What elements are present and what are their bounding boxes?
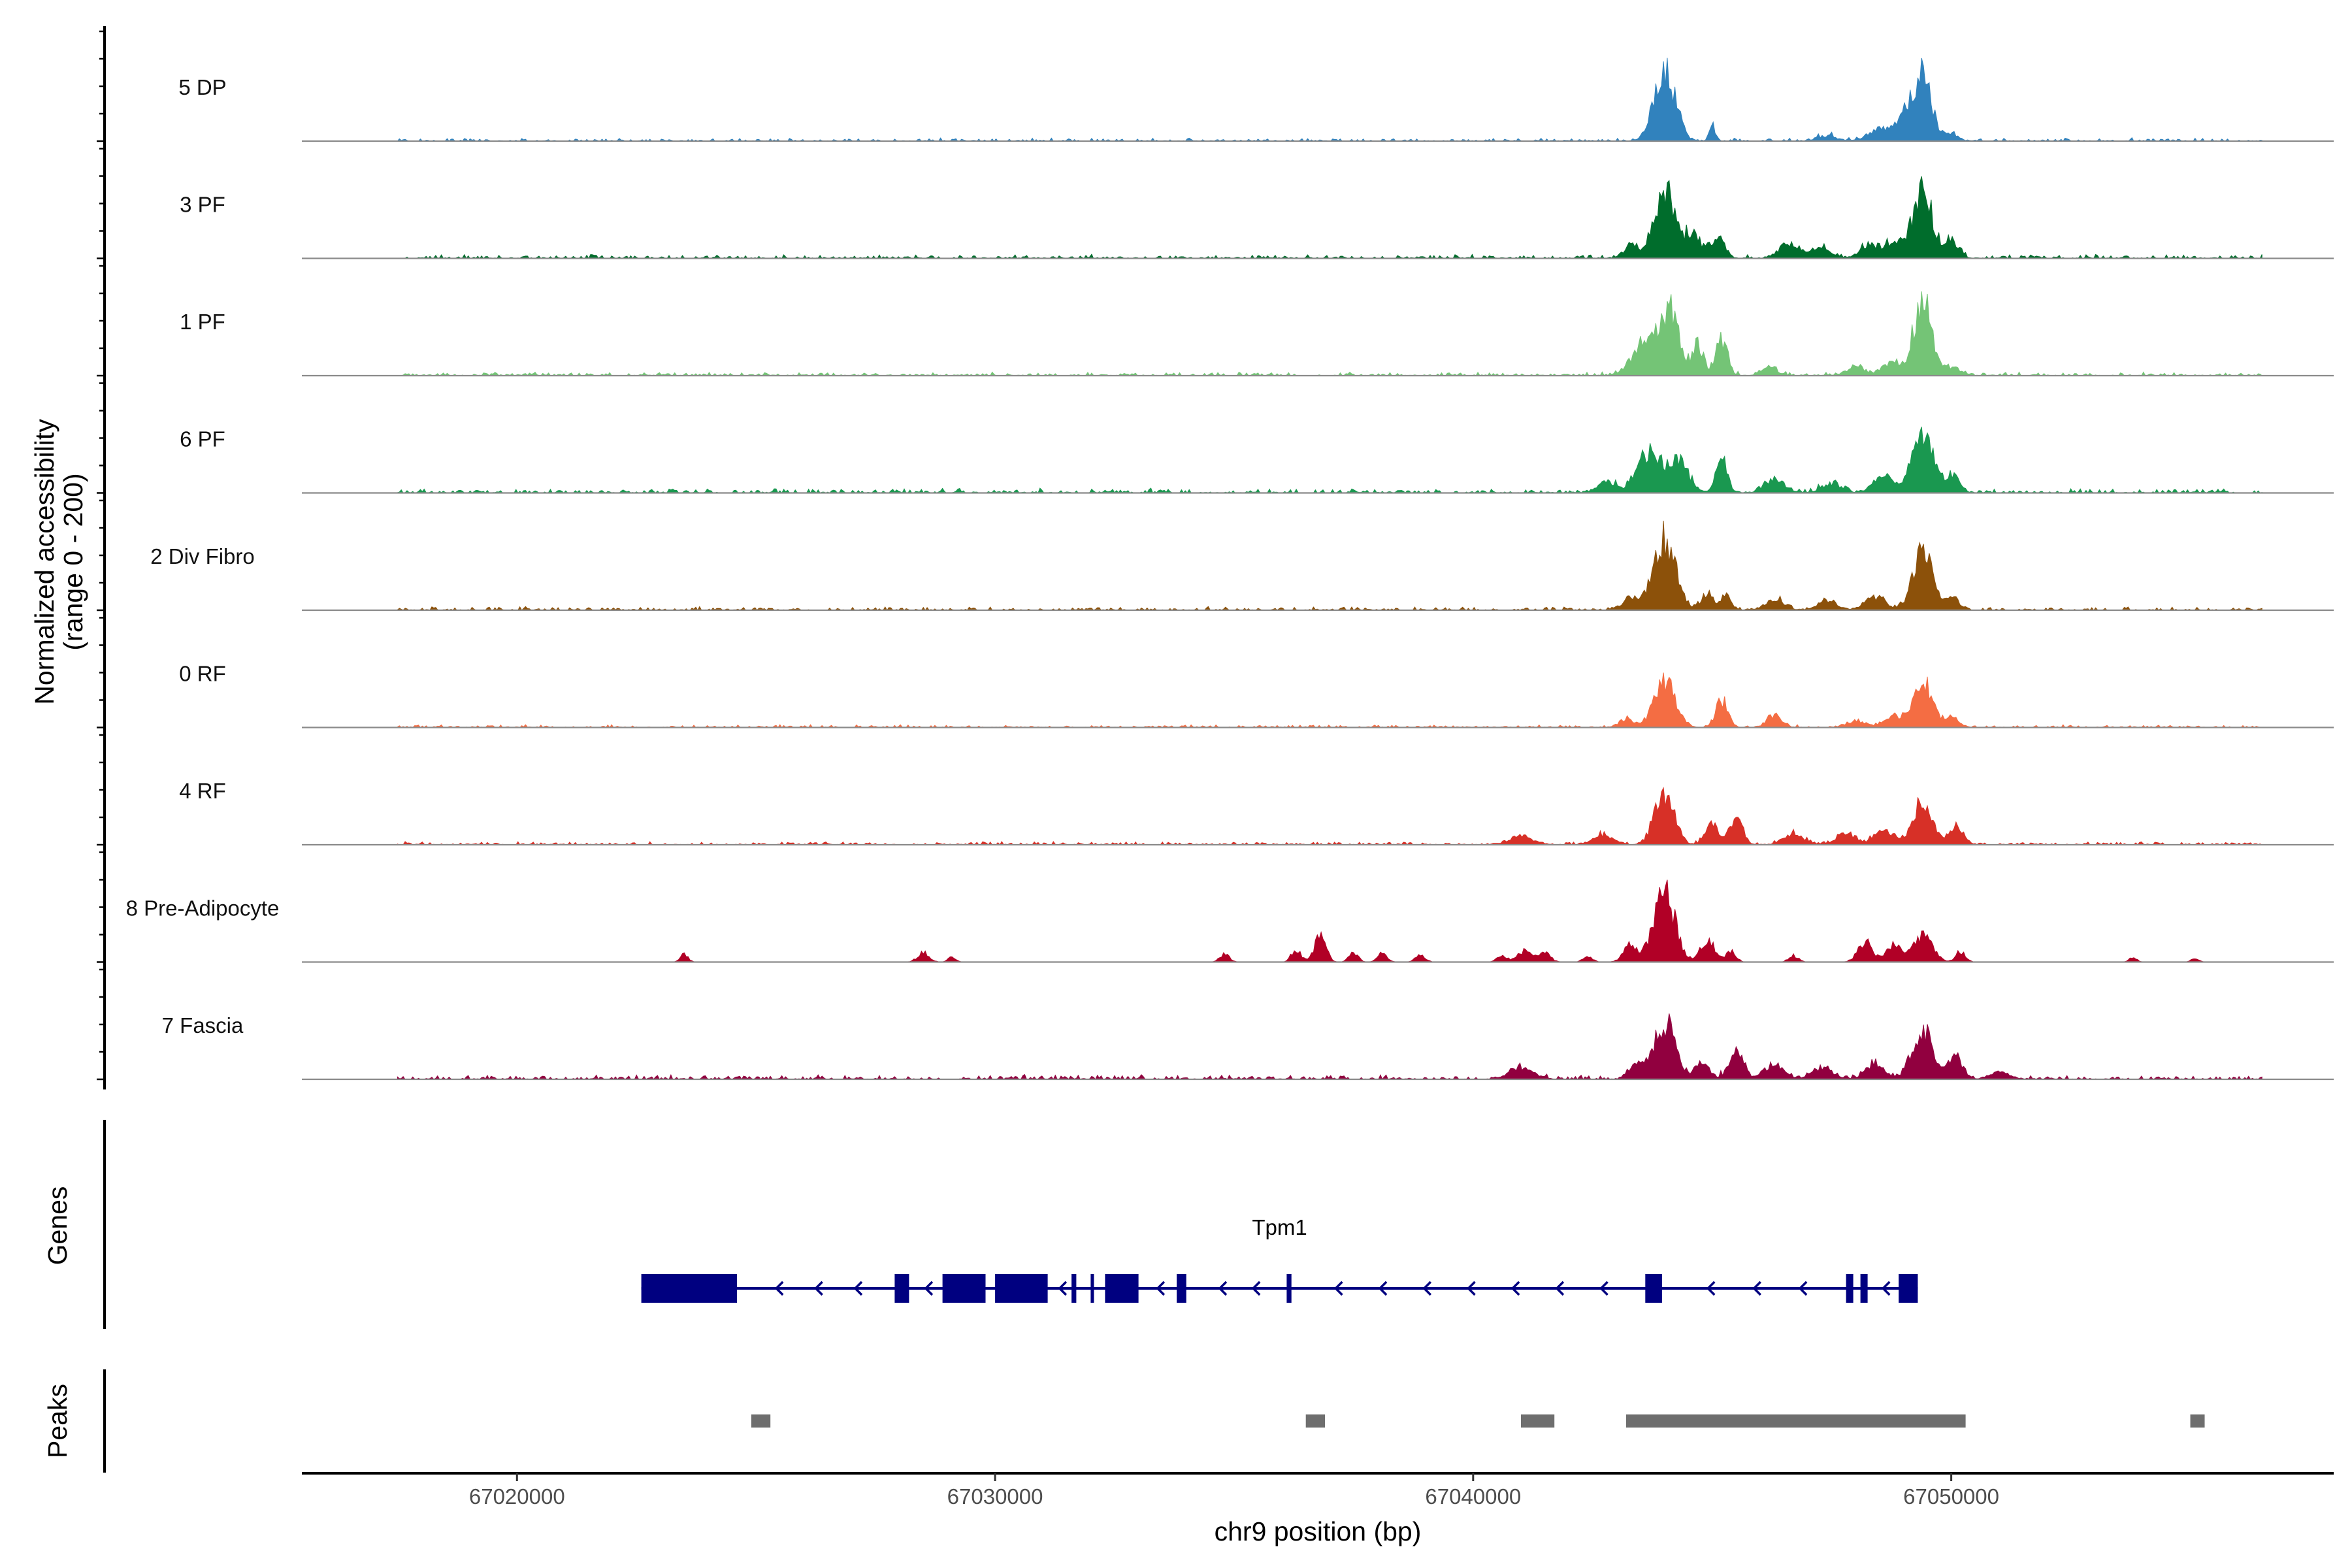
track-label: 1 PF (180, 310, 225, 334)
strand-arrow (853, 1281, 863, 1296)
gene-exon (1090, 1274, 1094, 1303)
track: 1 PF (180, 291, 2334, 377)
strand-arrow (1058, 1281, 1068, 1296)
strand-arrow (1555, 1281, 1565, 1296)
peaks-panel: Peaks (42, 1369, 2205, 1473)
gene-exon (1286, 1274, 1292, 1303)
gene-exon (1899, 1274, 1918, 1303)
strand-arrow (1511, 1281, 1520, 1296)
track: 5 DP (178, 57, 2334, 142)
track-label: 3 PF (180, 193, 225, 217)
track: 0 RF (179, 662, 2334, 728)
strand-arrow (1378, 1281, 1388, 1296)
track-label: 0 RF (179, 662, 226, 686)
genes-panel-title: Genes (42, 1186, 73, 1266)
x-tick-label: 67040000 (1425, 1484, 1521, 1509)
track-label: 7 Fascia (162, 1013, 244, 1037)
track-signal-area (397, 672, 2262, 728)
strand-arrow (1422, 1281, 1432, 1296)
track: 6 PF (180, 427, 2334, 494)
y-axis-title-line: (range 0 - 200) (58, 473, 88, 650)
x-tick-label: 67020000 (469, 1484, 565, 1509)
strand-arrow (1881, 1281, 1891, 1296)
strand-arrow (924, 1281, 934, 1296)
peaks-panel-title: Peaks (42, 1384, 73, 1458)
genes-panel: Genes Tpm1 (42, 1120, 1918, 1329)
strand-arrow (814, 1281, 823, 1296)
y-axis-title-line: Normalized accessibility (29, 419, 59, 705)
gene-exon (1071, 1274, 1077, 1303)
peak-region (2190, 1414, 2205, 1428)
gene-exon (1645, 1274, 1662, 1303)
strand-arrow (1251, 1281, 1261, 1296)
track-label: 6 PF (180, 427, 225, 451)
strand-arrow (1333, 1281, 1343, 1296)
peak-region (1521, 1414, 1555, 1428)
track-label: 2 Div Fibro (150, 544, 255, 568)
x-tick-label: 67030000 (947, 1484, 1043, 1509)
track-label: 4 RF (179, 779, 226, 803)
track: 2 Div Fibro (150, 521, 2334, 612)
gene-exon (1860, 1274, 1868, 1303)
strand-arrow (1599, 1281, 1609, 1296)
peak-region (1626, 1414, 1966, 1428)
x-axis-title: chr9 position (bp) (1215, 1516, 1422, 1546)
strand-arrow (1467, 1281, 1476, 1296)
x-tick-label: 67050000 (1903, 1484, 1999, 1509)
gene-exon (1177, 1274, 1186, 1303)
y-axis: Normalized accessibility(range 0 - 200) (29, 26, 106, 1090)
track-label: 8 Pre-Adipocyte (126, 896, 280, 921)
track: 8 Pre-Adipocyte (126, 879, 2334, 963)
peak-region (1305, 1414, 1325, 1428)
gene-exon (995, 1274, 1048, 1303)
gene-exon (641, 1274, 737, 1303)
strand-arrow (1706, 1281, 1716, 1296)
track: 7 Fascia (162, 1013, 2334, 1081)
track: 3 PF (180, 176, 2334, 259)
strand-arrow (1798, 1281, 1808, 1296)
gene-exon (894, 1274, 909, 1303)
strand-arrow (1218, 1281, 1228, 1296)
gene-name-label: Tpm1 (1252, 1215, 1307, 1239)
track-label: 5 DP (178, 75, 226, 99)
coverage-tracks: 5 DP 3 PF 1 PF 6 PF 2 Div Fibro 0 RF 4 RF 8 Pre… (126, 57, 2334, 1081)
strand-arrow (1156, 1281, 1166, 1296)
gene-exon (942, 1274, 986, 1303)
y-axis-title: Normalized accessibility(range 0 - 200) (29, 419, 88, 705)
strand-arrow (1752, 1281, 1761, 1296)
track: 4 RF (179, 779, 2334, 846)
strand-arrow (774, 1281, 784, 1296)
x-axis: 67020000 67030000 67040000 67050000 chr9 pos… (302, 1472, 2334, 1546)
peak-region (751, 1414, 771, 1428)
track-signal-area (397, 1013, 2262, 1080)
gene-exon (1846, 1274, 1854, 1303)
gene-exon (1105, 1274, 1139, 1303)
